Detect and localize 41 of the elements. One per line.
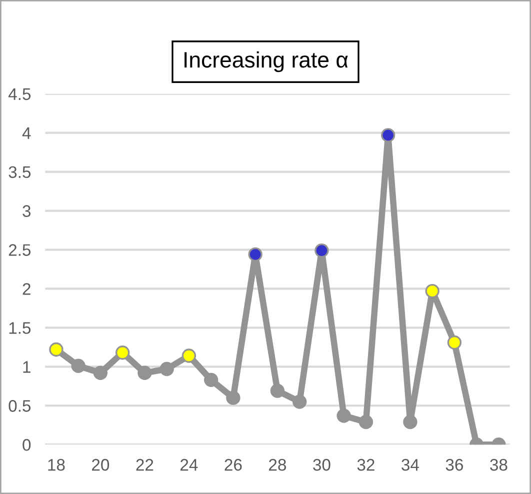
point bbox=[248, 247, 262, 262]
x-tick-label: 20 bbox=[92, 458, 110, 471]
y-tick-label: 4.5 bbox=[8, 88, 31, 100]
y-tick-label: 4 bbox=[22, 127, 31, 139]
point bbox=[115, 346, 130, 360]
x-tick-label: 28 bbox=[269, 458, 286, 471]
chart-title: Increasing rate α bbox=[184, 51, 348, 72]
y-tick-label: 2.5 bbox=[8, 244, 31, 256]
x-tick-label: 30 bbox=[313, 458, 330, 471]
point bbox=[314, 243, 329, 258]
point bbox=[226, 390, 240, 405]
point bbox=[182, 348, 196, 363]
point bbox=[380, 128, 396, 142]
point bbox=[138, 366, 152, 380]
x-tick-label: 24 bbox=[180, 458, 198, 471]
point bbox=[160, 362, 174, 376]
point bbox=[447, 335, 462, 350]
y-tick-label: 2 bbox=[22, 283, 30, 295]
point bbox=[270, 384, 285, 398]
point bbox=[336, 408, 351, 423]
x-tick-label: 26 bbox=[224, 458, 242, 471]
y-tick-label: 3 bbox=[22, 205, 31, 217]
point bbox=[358, 414, 374, 430]
x-tick-label: 34 bbox=[402, 458, 419, 471]
y-tick-label: 3.5 bbox=[8, 166, 31, 178]
point bbox=[403, 414, 418, 430]
y-tick-label: 1.5 bbox=[9, 322, 31, 334]
x-tick-label: 38 bbox=[490, 458, 508, 471]
point bbox=[71, 358, 86, 373]
point bbox=[425, 284, 440, 298]
x-tick-label: 22 bbox=[136, 458, 154, 471]
x-tick-label: 18 bbox=[48, 458, 65, 471]
y-tick-label: 0 bbox=[22, 439, 31, 451]
point bbox=[49, 342, 64, 357]
point bbox=[204, 372, 218, 387]
x-tick-label: 32 bbox=[357, 458, 374, 471]
point bbox=[93, 366, 108, 380]
x-tick-label: 36 bbox=[446, 458, 463, 471]
y-tick-label: 0.5 bbox=[8, 400, 31, 412]
point bbox=[292, 394, 307, 409]
y-tick-label: 1 bbox=[23, 361, 30, 373]
